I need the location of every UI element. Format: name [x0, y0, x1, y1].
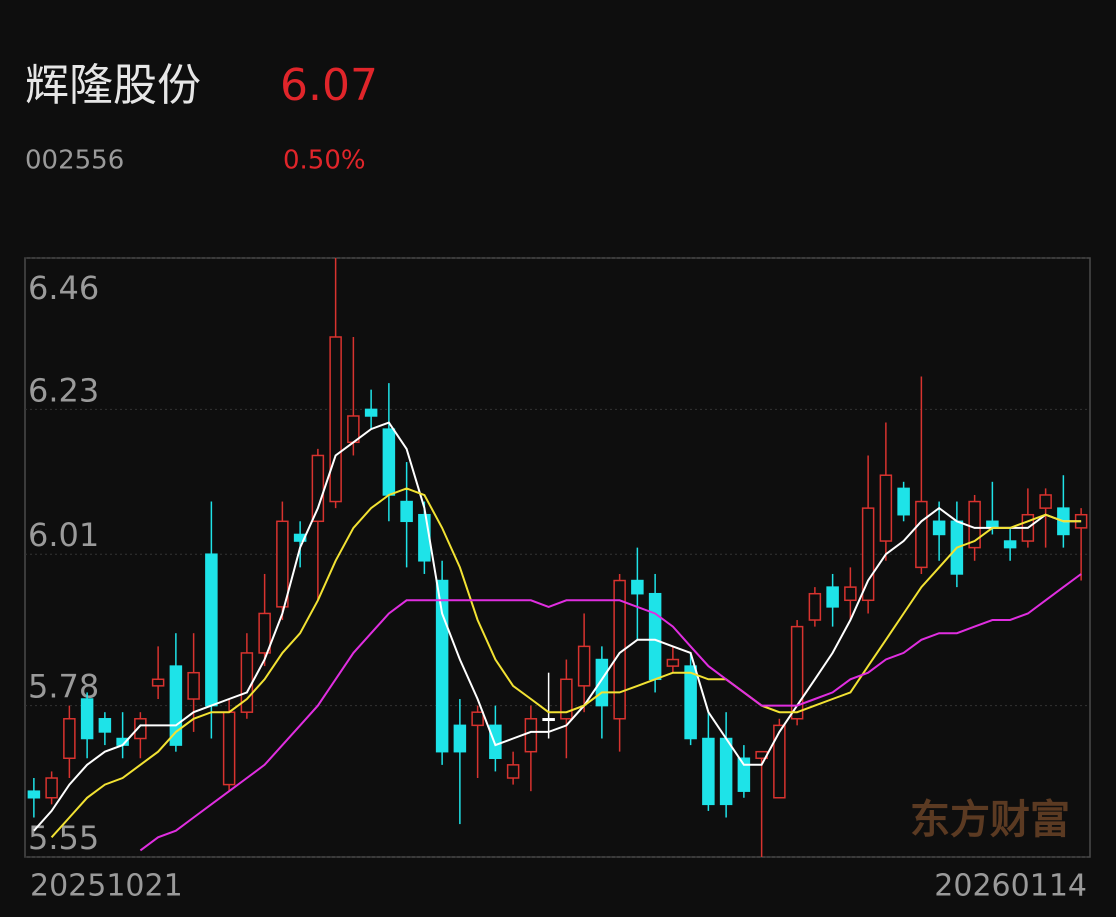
candle-body — [932, 520, 946, 536]
candle-body — [134, 718, 147, 740]
moving-average-line — [139, 573, 1082, 852]
stock-change: 0.50% — [283, 146, 366, 176]
candle-body — [27, 790, 41, 799]
candle-body — [542, 718, 555, 722]
candle-body — [98, 718, 112, 733]
candle-body — [790, 625, 804, 720]
candle-body — [986, 520, 999, 529]
candle-body — [453, 724, 467, 753]
candle-body — [737, 757, 751, 792]
x-tick-label: 20260114 — [934, 869, 1087, 904]
candle-body — [435, 579, 449, 753]
y-tick-label: 6.23 — [28, 371, 99, 409]
candle-body — [418, 513, 431, 562]
candle-body — [400, 500, 413, 523]
candle-body — [861, 507, 875, 602]
candle-body — [702, 737, 715, 806]
candle-body — [205, 553, 218, 707]
candle-body — [879, 474, 893, 542]
moving-average-line — [50, 487, 1082, 838]
candle-body — [631, 579, 644, 595]
candle-body — [577, 645, 591, 687]
candle-body — [648, 592, 662, 681]
stock-code: 002556 — [25, 146, 124, 176]
candle-body — [169, 665, 183, 746]
stock-price: 6.07 — [280, 60, 378, 111]
candle-body — [844, 586, 857, 602]
candle-body — [364, 408, 378, 417]
candle-body — [595, 658, 609, 707]
candle-body — [222, 711, 236, 786]
candle-body — [489, 724, 502, 760]
stock-name: 辉隆股份 — [25, 60, 201, 111]
candle-body — [897, 487, 910, 516]
candle-body — [382, 428, 396, 496]
candle-body — [773, 724, 786, 799]
candle-body — [666, 658, 680, 667]
candle-body — [719, 737, 733, 806]
y-tick-label: 6.01 — [28, 516, 99, 554]
candle-body — [524, 718, 538, 753]
candle-body — [1039, 494, 1052, 509]
candle-body — [684, 665, 697, 740]
candle-body — [826, 586, 839, 608]
candle-body — [258, 612, 271, 654]
candle-body — [329, 336, 342, 503]
moving-average-line — [33, 421, 1082, 832]
candle-body — [276, 520, 289, 608]
candle-body — [968, 500, 981, 549]
y-tick-label: 6.46 — [28, 269, 99, 307]
candle-body — [560, 678, 573, 720]
candle-body — [151, 678, 165, 687]
candle-body — [915, 500, 928, 569]
candle-body — [506, 764, 520, 779]
candle-body — [311, 454, 325, 523]
candle-body — [63, 718, 76, 760]
candle-body — [471, 711, 484, 727]
plot-frame — [24, 257, 1091, 858]
candle-body — [808, 592, 822, 621]
x-tick-label: 20251021 — [30, 869, 183, 904]
watermark: 东方财富 — [910, 797, 1070, 843]
candle-body — [240, 652, 254, 713]
candle-body — [187, 671, 200, 700]
candle-body — [80, 698, 94, 740]
candle-body — [45, 777, 58, 799]
candle-body — [1003, 540, 1017, 549]
